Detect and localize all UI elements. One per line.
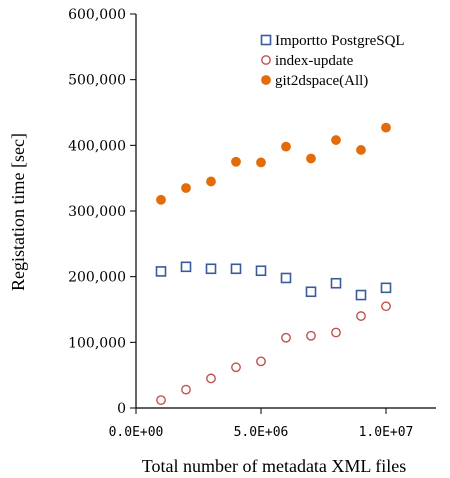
data-point [356,311,366,321]
legend-label: git2dspace(All) [275,73,368,89]
data-point [181,384,191,395]
data-point [255,265,267,277]
y-tick-label: 300,000 [68,204,126,220]
data-point [330,277,342,289]
data-point [331,327,341,338]
data-points [155,122,392,406]
data-point [356,145,366,155]
data-point [205,263,217,275]
data-point [256,356,266,367]
data-point [280,272,292,284]
y-tick-label: 200,000 [68,270,126,286]
data-point [306,153,316,164]
data-point [281,332,291,343]
data-point [256,157,266,168]
y-tick-label: 400,000 [68,138,126,154]
legend-label: index-update [275,53,354,69]
data-point [156,194,166,205]
data-point [306,330,316,341]
legend-marker [261,55,271,65]
x-axis-ticks: 0.0E+00 5.0E+06 1.0E+07 [109,408,414,440]
y-tick-label: 100,000 [68,335,126,351]
x-tick-label: 5.0E+06 [234,425,289,440]
data-point [281,141,291,152]
data-point [181,183,191,193]
x-tick-label: 1.0E+07 [359,425,414,440]
x-tick-label: 0.0E+00 [109,425,164,440]
data-point [381,122,391,133]
data-point [305,286,317,298]
data-point [206,176,216,187]
data-point [180,261,192,273]
x-axis-title: Total number of metadata XML files [142,456,407,476]
data-point [355,289,367,301]
data-point [231,362,241,373]
y-axis-ticks: 0 100,000 200,000 300,000 400,000 500,000 600,… [68,7,136,417]
data-point [331,135,341,145]
y-tick-label: 500,000 [68,73,126,89]
y-tick-label: 600,000 [68,7,126,23]
legend-marker [261,75,271,85]
legend-marker [260,34,272,46]
data-point [155,266,167,277]
y-axis-title: Registation time [sec] [8,133,28,291]
y-tick-label: 0 [117,401,126,417]
data-point [206,373,216,384]
legend: Importto PostgreSQL index-update git2dspac… [260,33,405,89]
data-point [156,395,166,406]
data-point [231,156,241,167]
data-point [230,263,242,275]
data-point [381,301,391,312]
data-point [380,282,392,294]
legend-label: Importto PostgreSQL [275,33,405,49]
